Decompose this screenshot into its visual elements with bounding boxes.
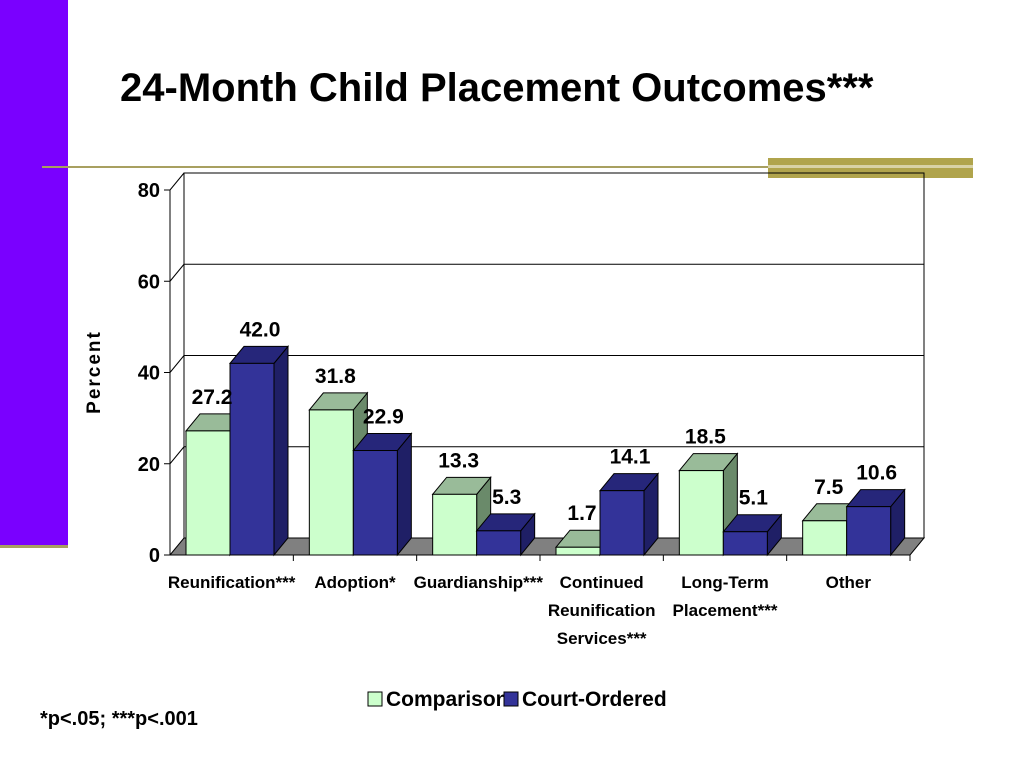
data-label: 14.1: [610, 446, 651, 469]
gridline-side: [169, 355, 185, 373]
x-category-label: Reunification***: [168, 573, 296, 592]
title-rule-accent-line: [768, 165, 973, 168]
legend-label-comparison: Comparison: [386, 688, 509, 711]
data-label: 18.5: [685, 426, 726, 449]
bar-comparison: [802, 520, 848, 556]
legend-swatch-comparison: [367, 691, 383, 707]
bar-court-ordered: [352, 450, 398, 556]
data-label: 5.1: [739, 487, 769, 510]
y-tick-label: 80: [138, 180, 160, 202]
bar-comparison: [432, 493, 478, 556]
x-category-label: Adoption*: [314, 573, 396, 592]
bar-comparison: [185, 430, 231, 556]
data-label: 27.2: [192, 386, 233, 409]
bar-court-ordered: [599, 490, 645, 556]
gridline-side: [169, 446, 185, 465]
x-category-label: Other: [826, 573, 872, 592]
y-tick-label: 40: [138, 363, 160, 385]
footnote: *p<.05; ***p<.001: [40, 708, 198, 730]
x-category-label: Placement***: [673, 601, 778, 620]
title-rule: [42, 166, 972, 168]
chart-gridlines: [169, 172, 924, 465]
chart-legend: Comparison Court-Ordered: [367, 688, 667, 711]
x-category-label: Long-Term: [681, 573, 769, 592]
x-category-label: Guardianship***: [414, 573, 544, 592]
left-accent-bar-edge: [0, 545, 68, 548]
x-category-label: Reunification: [548, 601, 656, 620]
gridline-side: [169, 172, 185, 191]
bar-comparison: [555, 546, 601, 556]
bar-comparison: [678, 470, 724, 556]
bar-court-ordered: [229, 362, 275, 556]
legend-swatch-court-ordered: [503, 691, 519, 707]
y-tick-label: 0: [149, 545, 160, 567]
data-label: 1.7: [567, 502, 596, 525]
bar-comparison: [308, 409, 354, 556]
left-accent-bar: [0, 0, 68, 545]
bar-court-ordered: [722, 531, 768, 556]
chart-axes: 0 20 40 60 80 Percent Reunification*** Adoption…: [84, 180, 911, 648]
data-label: 22.9: [363, 406, 404, 429]
y-axis-title: Percent: [84, 330, 105, 414]
bar-court-ordered-side: [273, 344, 289, 557]
data-label: 5.3: [492, 486, 521, 509]
x-category-label: Continued: [560, 573, 644, 592]
bar-court-ordered-side: [396, 432, 412, 557]
y-tick-label: 20: [138, 454, 160, 476]
y-tick-label: 60: [138, 271, 160, 293]
chart-bars: [184, 344, 906, 557]
data-label: 31.8: [315, 365, 356, 388]
legend-label-court-ordered: Court-Ordered: [522, 688, 667, 711]
x-category-label: Services***: [557, 629, 647, 648]
chart-labels: 27.2 42.0 31.8 22.9 13.3 5.3 1.7 14.1 18.5 5.1 7.5…: [192, 318, 898, 525]
bar-court-ordered: [476, 530, 522, 556]
bar-court-ordered: [846, 506, 892, 556]
data-label: 42.0: [240, 318, 281, 341]
data-label: 7.5: [814, 476, 844, 499]
data-label: 13.3: [438, 449, 479, 472]
slide-title: 24-Month Child Placement Outcomes***: [120, 66, 874, 110]
gridline-side: [169, 263, 185, 282]
data-label: 10.6: [856, 462, 897, 485]
